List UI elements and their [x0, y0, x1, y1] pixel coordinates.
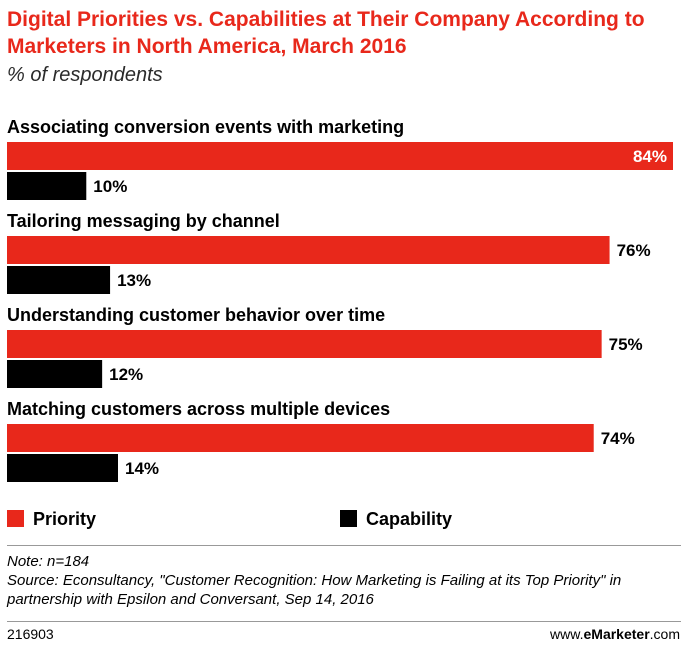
value-label-priority: 75% — [609, 335, 643, 354]
brand-suffix: .com — [649, 626, 680, 642]
chart-source: Source: Econsultancy, "Customer Recognit… — [7, 572, 622, 608]
footer-divider-bottom — [7, 621, 681, 622]
chart-id: 216903 — [7, 626, 54, 642]
bar-priority — [7, 236, 610, 264]
bar-priority — [7, 424, 594, 452]
bar-capability — [7, 360, 103, 388]
category-label: Understanding customer behavior over tim… — [7, 305, 385, 325]
category-label: Associating conversion events with marke… — [7, 117, 404, 137]
legend-label: Capability — [366, 509, 452, 529]
category-group: Tailoring messaging by channel 76% 13% — [7, 211, 651, 294]
category-label: Matching customers across multiple devic… — [7, 399, 390, 419]
value-label-capability: 14% — [125, 459, 159, 478]
bar-capability — [7, 454, 118, 482]
brand-prefix: www. — [550, 626, 584, 642]
category-label: Tailoring messaging by channel — [7, 211, 280, 231]
bars-layer: Associating conversion events with marke… — [7, 117, 673, 482]
footer-divider — [7, 545, 681, 546]
legend-label: Priority — [33, 509, 96, 529]
value-label-capability: 12% — [109, 365, 143, 384]
bar-capability — [7, 172, 87, 200]
chart-subtitle: % of respondents — [7, 64, 163, 86]
bar-priority — [7, 330, 602, 358]
chart-title: Digital Priorities vs. Capabilities at T… — [7, 8, 645, 58]
bar-priority — [7, 142, 673, 170]
category-group: Matching customers across multiple devic… — [7, 399, 635, 482]
legend-swatch — [340, 510, 357, 527]
value-label-capability: 10% — [93, 177, 127, 196]
category-group: Understanding customer behavior over tim… — [7, 305, 643, 388]
value-label-priority: 76% — [617, 241, 651, 260]
category-group: Associating conversion events with marke… — [7, 117, 673, 200]
brand-link[interactable]: www.eMarketer.com — [550, 625, 680, 644]
value-label-priority: 74% — [601, 429, 635, 448]
value-label-capability: 13% — [117, 271, 151, 290]
chart-note: Note: n=184 — [7, 553, 90, 570]
legend: Priority Capability — [7, 509, 452, 529]
brand-name: eMarketer — [583, 626, 650, 642]
legend-item-priority: Priority — [7, 509, 96, 529]
bar-capability — [7, 266, 111, 294]
legend-item-capability: Capability — [340, 509, 452, 529]
legend-swatch — [7, 510, 24, 527]
value-label-priority: 84% — [633, 147, 667, 166]
